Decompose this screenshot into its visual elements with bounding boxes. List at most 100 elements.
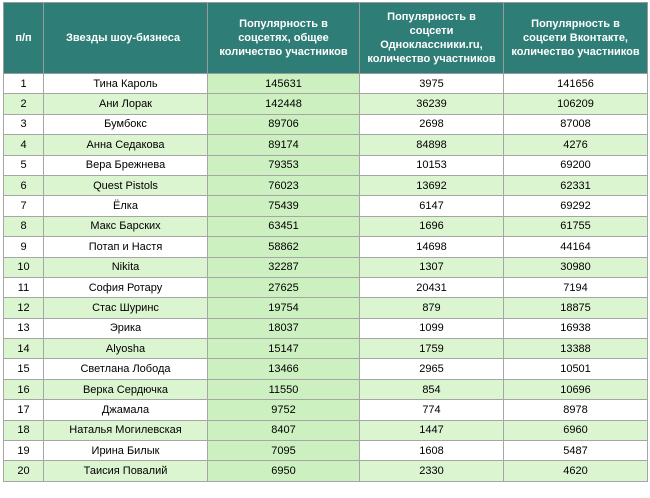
table-row: 20 Таисия Повалий 6950 2330 4620 [3,460,648,482]
cell-vk: 30980 [503,256,648,278]
header-vk: Популярность в соцсети Вконтакте, количе… [503,2,648,74]
cell-name: Эрика [43,317,208,340]
cell-name: Вера Брежнева [43,154,208,176]
cell-ok: 1608 [359,440,504,462]
cell-name: Таисия Повалий [43,460,208,482]
cell-name: Quest Pistols [43,174,208,197]
cell-total: 89174 [207,134,360,156]
cell-name: Nikita [43,256,208,278]
cell-total: 58862 [207,236,360,258]
cell-vk: 69200 [503,154,648,176]
cell-vk: 13388 [503,338,648,360]
table-row: 18 Наталья Могилевская 8407 1447 6960 [3,419,648,442]
cell-total: 142448 [207,93,360,115]
cell-name: Потап и Настя [43,236,208,258]
header-total: Популярность в соцсетях, общее количеств… [207,2,360,74]
cell-total: 19754 [207,297,360,319]
cell-ok: 2698 [359,113,504,136]
cell-num: 13 [3,317,44,340]
cell-vk: 106209 [503,93,648,115]
cell-name: Ани Лорак [43,93,208,115]
table-row: 8 Макс Барских 63451 1696 61755 [3,215,648,238]
cell-num: 18 [3,419,44,442]
cell-ok: 1759 [359,338,504,360]
cell-ok: 20431 [359,276,504,299]
header-name: Звезды шоу-бизнеса [43,2,208,74]
cell-num: 9 [3,236,44,258]
cell-vk: 18875 [503,297,648,319]
cell-num: 11 [3,276,44,299]
cell-name: Верка Сердючка [43,378,208,401]
table-row: 15 Светлана Лобода 13466 2965 10501 [3,358,648,380]
cell-name: Бумбокс [43,113,208,136]
table-row: 13 Эрика 18037 1099 16938 [3,317,648,340]
cell-vk: 16938 [503,317,648,340]
cell-vk: 141656 [503,72,648,95]
cell-total: 32287 [207,256,360,278]
cell-ok: 10153 [359,154,504,176]
cell-num: 20 [3,460,44,482]
cell-num: 7 [3,195,44,217]
cell-vk: 62331 [503,174,648,197]
table-row: 3 Бумбокс 89706 2698 87008 [3,113,648,136]
cell-num: 4 [3,134,44,156]
cell-ok: 3975 [359,72,504,95]
cell-total: 145631 [207,72,360,95]
cell-vk: 44164 [503,236,648,258]
table-body: 1 Тина Кароль 145631 3975 141656 2 Ани Л… [3,72,648,482]
cell-ok: 36239 [359,93,504,115]
cell-name: Ирина Билык [43,440,208,462]
table-row: 7 Ёлка 75439 6147 69292 [3,195,648,217]
cell-total: 13466 [207,358,360,380]
cell-total: 11550 [207,378,360,401]
cell-ok: 879 [359,297,504,319]
cell-vk: 8978 [503,399,648,421]
cell-vk: 10501 [503,358,648,380]
cell-total: 8407 [207,419,360,442]
cell-num: 1 [3,72,44,95]
cell-total: 27625 [207,276,360,299]
cell-name: Джамала [43,399,208,421]
cell-num: 16 [3,378,44,401]
cell-name: Стас Шуринс [43,297,208,319]
cell-vk: 10696 [503,378,648,401]
table-row: 1 Тина Кароль 145631 3975 141656 [3,72,648,95]
cell-total: 15147 [207,338,360,360]
cell-num: 2 [3,93,44,115]
table-row: 4 Анна Седакова 89174 84898 4276 [3,134,648,156]
table-row: 17 Джамала 9752 774 8978 [3,399,648,421]
cell-total: 18037 [207,317,360,340]
cell-num: 19 [3,440,44,462]
cell-total: 76023 [207,174,360,197]
cell-ok: 2330 [359,460,504,482]
cell-ok: 1099 [359,317,504,340]
popularity-table-container: п/п Звезды шоу-бизнеса Популярность в со… [3,2,648,482]
cell-num: 3 [3,113,44,136]
table-row: 9 Потап и Настя 58862 14698 44164 [3,236,648,258]
cell-name: Анна Седакова [43,134,208,156]
table-row: 16 Верка Сердючка 11550 854 10696 [3,378,648,401]
table-header-row: п/п Звезды шоу-бизнеса Популярность в со… [3,2,648,74]
table-row: 6 Quest Pistols 76023 13692 62331 [3,174,648,197]
cell-num: 5 [3,154,44,176]
cell-ok: 14698 [359,236,504,258]
cell-vk: 69292 [503,195,648,217]
header-num: п/п [3,2,44,74]
table-row: 2 Ани Лорак 142448 36239 106209 [3,93,648,115]
table-row: 12 Стас Шуринс 19754 879 18875 [3,297,648,319]
cell-vk: 87008 [503,113,648,136]
cell-total: 7095 [207,440,360,462]
cell-name: Макс Барских [43,215,208,238]
table-row: 5 Вера Брежнева 79353 10153 69200 [3,154,648,176]
cell-vk: 6960 [503,419,648,442]
cell-total: 6950 [207,460,360,482]
cell-vk: 4620 [503,460,648,482]
cell-num: 6 [3,174,44,197]
cell-ok: 6147 [359,195,504,217]
cell-name: София Ротару [43,276,208,299]
cell-name: Тина Кароль [43,72,208,95]
cell-ok: 854 [359,378,504,401]
table-row: 14 Alyosha 15147 1759 13388 [3,338,648,360]
header-ok: Популярность в соцсети Одноклассники.ru,… [359,2,504,74]
cell-ok: 774 [359,399,504,421]
